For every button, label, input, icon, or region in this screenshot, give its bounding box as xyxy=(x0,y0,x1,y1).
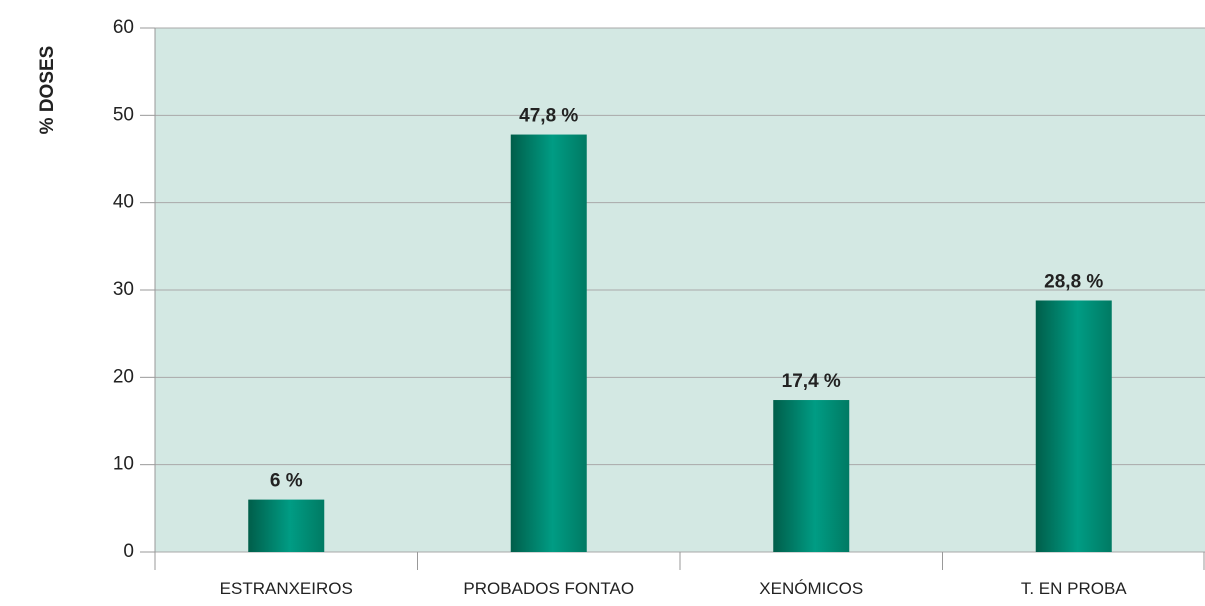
x-tick-label: PROBADOS FONTAO xyxy=(463,579,634,598)
value-label: 47,8 % xyxy=(519,106,578,127)
y-tick-label: 0 xyxy=(123,541,134,562)
y-tick-label: 20 xyxy=(113,366,134,387)
y-tick-label: 50 xyxy=(113,104,134,125)
value-label: 28,8 % xyxy=(1044,271,1103,292)
y-tick-label: 60 xyxy=(113,17,134,38)
x-tick-label: ESTRANXEIROS xyxy=(220,579,353,598)
y-tick-label: 30 xyxy=(113,279,134,300)
bar xyxy=(510,134,587,552)
bar xyxy=(773,400,850,552)
x-tick-label: XENÓMICOS xyxy=(759,579,863,598)
y-tick-label: 40 xyxy=(113,192,134,213)
y-tick-label: 10 xyxy=(113,454,134,475)
x-tick-label: T. EN PROBA xyxy=(1021,579,1127,598)
value-label: 6 % xyxy=(270,471,303,492)
value-label: 17,4 % xyxy=(782,371,841,392)
bar xyxy=(1035,300,1112,552)
bar xyxy=(248,499,325,552)
y-axis-label: % DOSES xyxy=(37,46,58,135)
